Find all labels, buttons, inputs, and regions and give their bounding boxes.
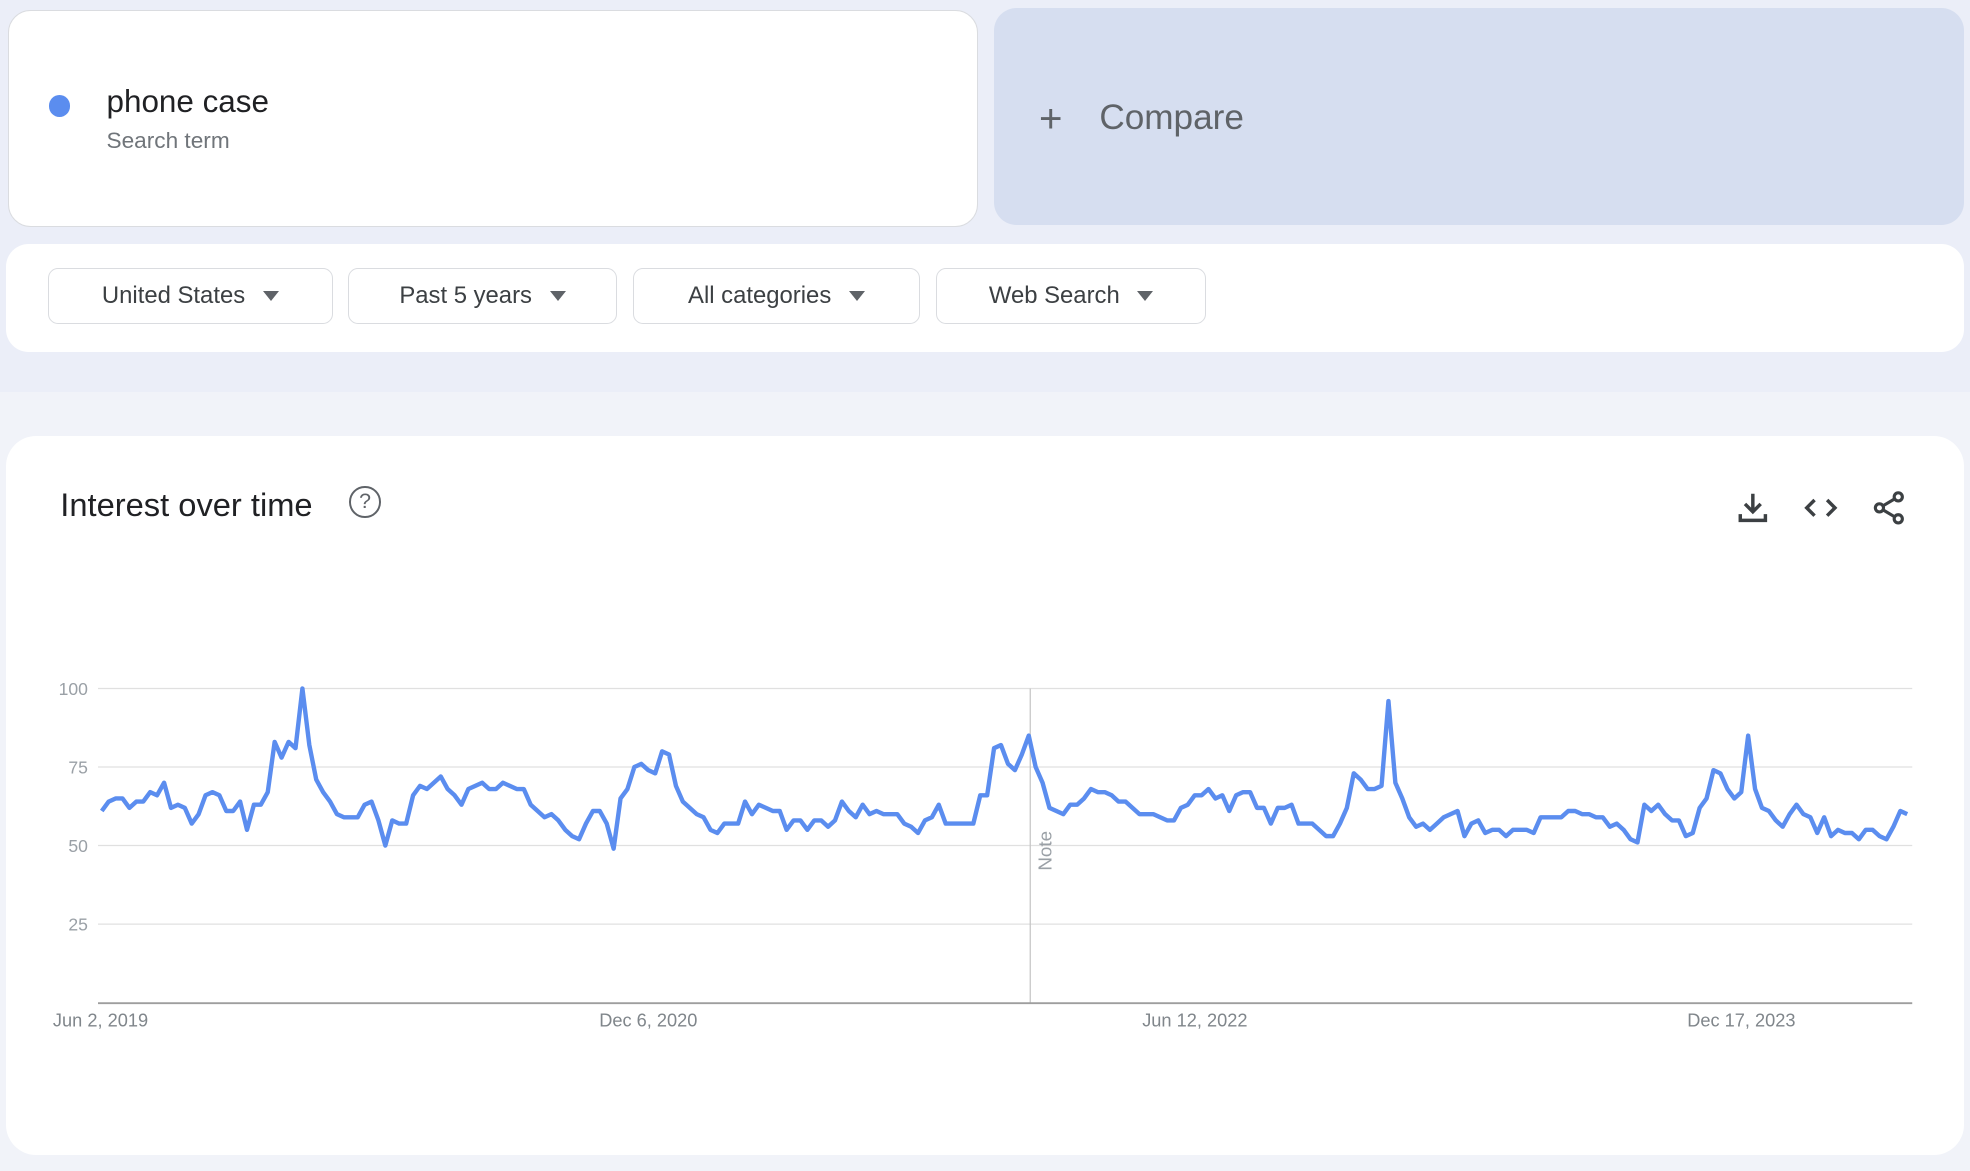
- share-icon[interactable]: [1870, 489, 1908, 527]
- x-tick-label: Jun 2, 2019: [53, 1010, 148, 1030]
- dropdown-label: United States: [101, 281, 246, 309]
- dropdown-label: Past 5 years: [399, 281, 532, 309]
- note-annotation[interactable]: Note: [1035, 831, 1056, 871]
- x-tick-label: Dec 6, 2020: [599, 1010, 697, 1030]
- y-tick-label: 75: [68, 757, 88, 777]
- help-icon[interactable]: ?: [349, 486, 381, 518]
- category-dropdown[interactable]: All categories: [633, 267, 920, 325]
- region-dropdown[interactable]: United States: [47, 267, 333, 325]
- term-color-dot: [48, 95, 71, 117]
- download-icon[interactable]: [1734, 489, 1772, 527]
- time-range-dropdown[interactable]: Past 5 years: [348, 267, 617, 325]
- term-name[interactable]: phone case: [106, 83, 269, 119]
- caret-down-icon: [848, 290, 865, 301]
- plus-icon: +: [1039, 96, 1063, 142]
- search-type-dropdown[interactable]: Web Search: [936, 267, 1207, 325]
- series-line[interactable]: [99, 686, 1909, 851]
- dropdown-label: Web Search: [988, 281, 1120, 309]
- compare-button[interactable]: + Compare: [993, 7, 1964, 225]
- y-tick-label: 25: [68, 914, 88, 934]
- chart-title: Interest over time: [60, 486, 313, 524]
- y-tick-label: 50: [68, 836, 88, 856]
- y-tick-label: 100: [59, 679, 89, 699]
- embed-code-icon[interactable]: [1802, 489, 1840, 527]
- caret-down-icon: [549, 290, 566, 301]
- compare-label: Compare: [1099, 97, 1244, 137]
- caret-down-icon: [1137, 290, 1154, 301]
- dropdown-label: All categories: [688, 281, 832, 309]
- search-term-card[interactable]: phone case Search term: [7, 10, 979, 227]
- x-tick-label: Jun 12, 2022: [1142, 1010, 1247, 1030]
- x-tick-label: Dec 17, 2023: [1687, 1010, 1795, 1030]
- caret-down-icon: [262, 290, 279, 301]
- term-type: Search term: [106, 127, 230, 153]
- filter-bar: United States Past 5 years All categorie…: [6, 243, 1964, 352]
